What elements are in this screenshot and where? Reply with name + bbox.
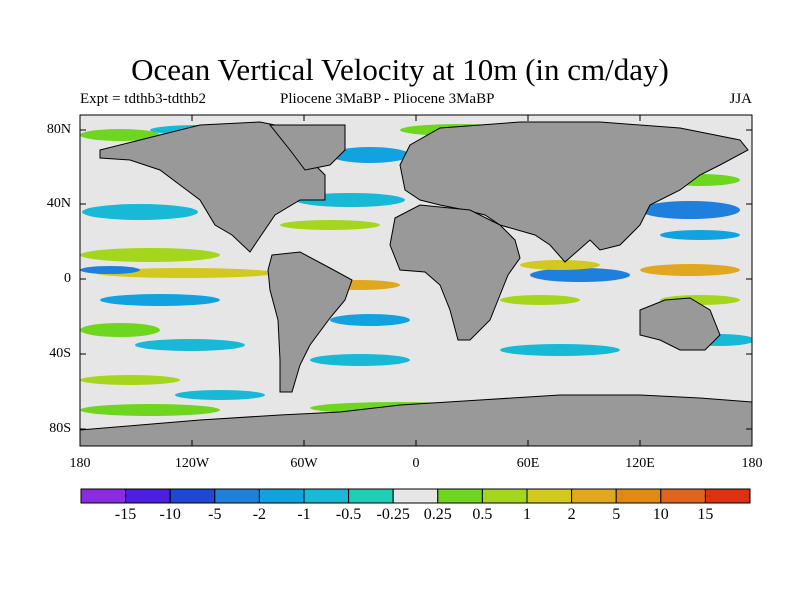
lon-label: 180 <box>69 456 91 471</box>
colorbar-label: 0.5 <box>472 506 493 523</box>
africa <box>389 204 521 341</box>
season-label: JJA <box>729 91 752 107</box>
lat-label: 80S <box>49 421 71 436</box>
colorbar-label: -0.25 <box>376 506 410 523</box>
colorbar-label: -0.5 <box>335 506 362 523</box>
lon-label: 120E <box>625 456 655 471</box>
lat-label: 80N <box>46 122 71 137</box>
lon-label: 60E <box>516 456 540 471</box>
colorbar-label: 1 <box>523 506 531 523</box>
velocity-anomaly-layer <box>80 124 752 416</box>
colorbar-label: 15 <box>697 506 714 523</box>
lat-label: 40S <box>49 346 71 361</box>
lon-label: 0 <box>412 456 420 471</box>
colorbar-label: -2 <box>252 506 267 523</box>
lon-label: 180 <box>741 456 763 471</box>
figure-title: Ocean Vertical Velocity at 10m (in cm/da… <box>131 52 669 87</box>
land-masses <box>80 121 752 446</box>
antarctica <box>80 394 752 446</box>
colorbar-label: -1 <box>297 506 311 523</box>
north-america <box>99 121 326 253</box>
colorbar-label: -5 <box>208 506 222 523</box>
lon-label: 120W <box>174 456 210 471</box>
colorbar-label: 10 <box>652 506 669 523</box>
lon-label: 60W <box>290 456 318 471</box>
lat-label: 40N <box>46 196 71 211</box>
greenland <box>268 124 346 171</box>
australia <box>639 297 721 351</box>
colorbar-label: 5 <box>612 506 621 523</box>
colorbar-label: -15 <box>114 506 137 523</box>
axis-ticks <box>79 115 753 446</box>
colorbar-label: 2 <box>567 506 576 523</box>
period-label: Pliocene 3MaBP - Pliocene 3MaBP <box>280 91 495 107</box>
lat-label: 0 <box>64 271 71 286</box>
south-america <box>267 251 353 393</box>
colorbar-label: -10 <box>159 506 181 523</box>
experiment-label: Expt = tdthb3-tdthb2 <box>80 91 206 107</box>
colorbar-label: 0.25 <box>423 506 452 523</box>
